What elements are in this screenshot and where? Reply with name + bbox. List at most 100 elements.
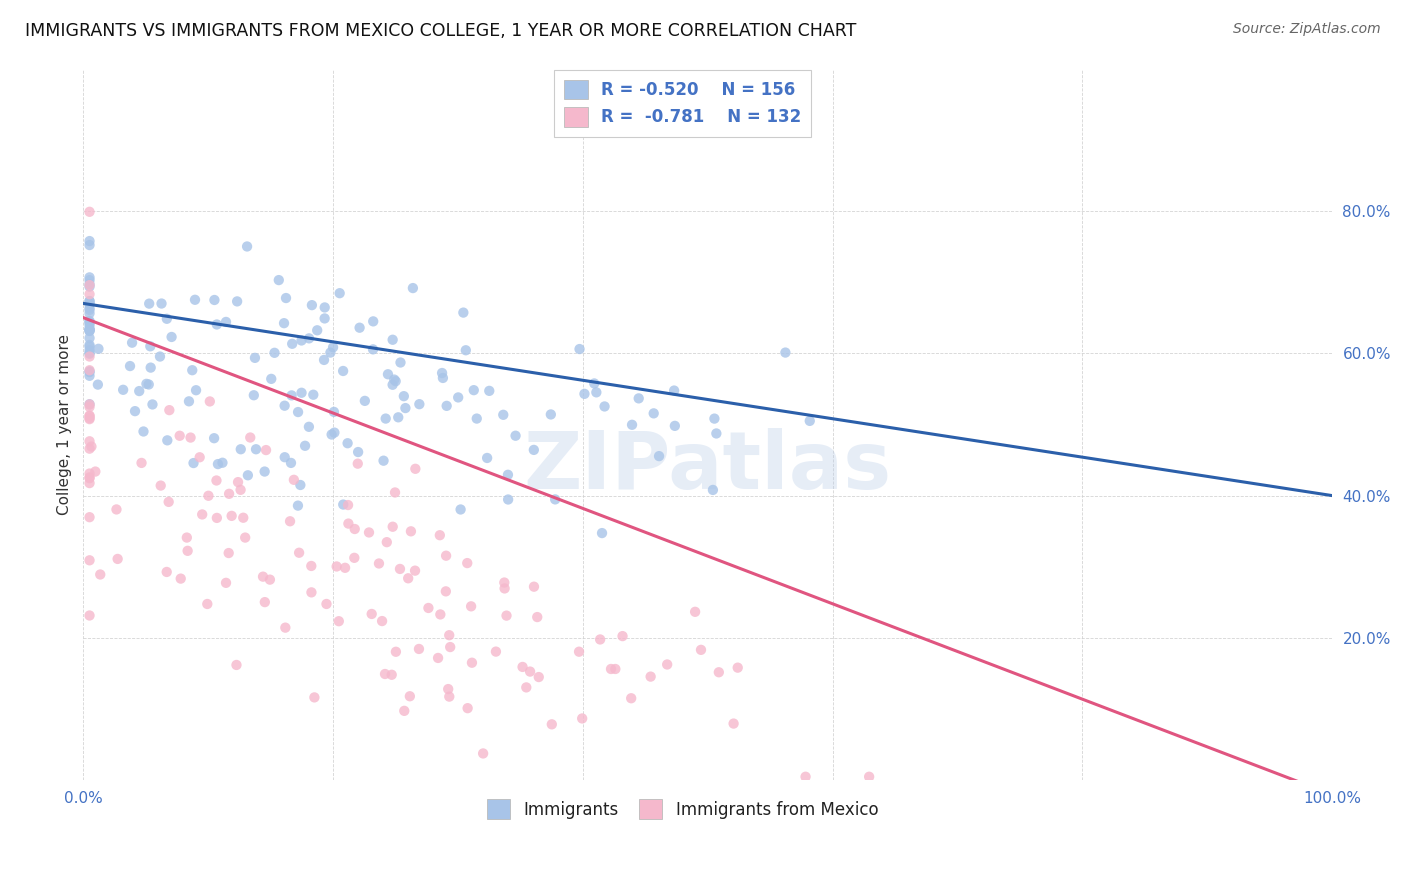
- Point: [702, 483, 724, 497]
- Point: [79, 339, 101, 353]
- Point: [371, 614, 394, 628]
- Point: [177, 394, 200, 409]
- Point: [243, 351, 266, 365]
- Point: [505, 428, 527, 442]
- Point: [858, 770, 880, 784]
- Point: [79, 277, 101, 292]
- Point: [280, 388, 302, 402]
- Point: [226, 294, 249, 309]
- Point: [79, 297, 101, 311]
- Point: [465, 411, 488, 425]
- Point: [605, 662, 627, 676]
- Point: [396, 571, 419, 585]
- Point: [456, 556, 478, 570]
- Point: [315, 597, 337, 611]
- Point: [328, 614, 350, 628]
- Point: [392, 389, 415, 403]
- Point: [87, 342, 110, 356]
- Point: [394, 401, 416, 415]
- Point: [485, 645, 508, 659]
- Point: [229, 442, 252, 457]
- Point: [79, 397, 101, 411]
- Point: [585, 385, 607, 400]
- Point: [492, 408, 515, 422]
- Point: [274, 450, 297, 465]
- Point: [79, 306, 101, 320]
- Point: [287, 405, 309, 419]
- Point: [138, 296, 160, 310]
- Point: [361, 314, 384, 328]
- Point: [225, 657, 247, 672]
- Point: [79, 322, 101, 336]
- Point: [218, 546, 240, 560]
- Point: [274, 291, 297, 305]
- Point: [79, 397, 101, 411]
- Point: [408, 642, 430, 657]
- Point: [79, 324, 101, 338]
- Text: Source: ZipAtlas.com: Source: ZipAtlas.com: [1233, 22, 1381, 37]
- Point: [496, 467, 519, 482]
- Point: [457, 701, 479, 715]
- Point: [299, 558, 322, 573]
- Point: [79, 346, 101, 360]
- Point: [124, 404, 146, 418]
- Point: [184, 383, 207, 397]
- Point: [323, 425, 346, 440]
- Point: [418, 601, 440, 615]
- Point: [79, 297, 101, 311]
- Point: [388, 562, 411, 576]
- Text: IMMIGRANTS VS IMMIGRANTS FROM MEXICO COLLEGE, 1 YEAR OR MORE CORRELATION CHART: IMMIGRANTS VS IMMIGRANTS FROM MEXICO COL…: [25, 22, 856, 40]
- Point: [589, 632, 612, 647]
- Point: [107, 552, 129, 566]
- Point: [381, 377, 404, 392]
- Point: [723, 716, 745, 731]
- Point: [79, 409, 101, 423]
- Point: [664, 418, 686, 433]
- Point: [79, 324, 101, 338]
- Point: [643, 406, 665, 420]
- Point: [141, 397, 163, 411]
- Point: [523, 580, 546, 594]
- Point: [404, 564, 426, 578]
- Point: [439, 628, 461, 642]
- Point: [211, 456, 233, 470]
- Point: [79, 323, 101, 337]
- Point: [472, 747, 495, 761]
- Point: [87, 377, 110, 392]
- Point: [191, 508, 214, 522]
- Point: [229, 483, 252, 497]
- Point: [322, 340, 344, 354]
- Point: [263, 346, 285, 360]
- Point: [447, 391, 470, 405]
- Point: [375, 535, 398, 549]
- Point: [290, 478, 312, 492]
- Point: [478, 384, 501, 398]
- Point: [132, 425, 155, 439]
- Point: [523, 442, 546, 457]
- Point: [278, 514, 301, 528]
- Point: [170, 572, 193, 586]
- Point: [662, 384, 685, 398]
- Point: [197, 489, 219, 503]
- Point: [690, 643, 713, 657]
- Point: [707, 665, 730, 680]
- Point: [139, 360, 162, 375]
- Point: [79, 471, 101, 485]
- Point: [430, 366, 453, 380]
- Point: [368, 557, 391, 571]
- Point: [79, 476, 101, 491]
- Point: [353, 393, 375, 408]
- Point: [180, 431, 202, 445]
- Point: [160, 330, 183, 344]
- Point: [273, 399, 295, 413]
- Point: [512, 660, 534, 674]
- Point: [205, 511, 228, 525]
- Point: [207, 457, 229, 471]
- Point: [198, 394, 221, 409]
- Point: [79, 273, 101, 287]
- Point: [381, 667, 404, 681]
- Point: [612, 629, 634, 643]
- Point: [374, 667, 396, 681]
- Point: [79, 412, 101, 426]
- Y-axis label: College, 1 year or more: College, 1 year or more: [58, 334, 72, 515]
